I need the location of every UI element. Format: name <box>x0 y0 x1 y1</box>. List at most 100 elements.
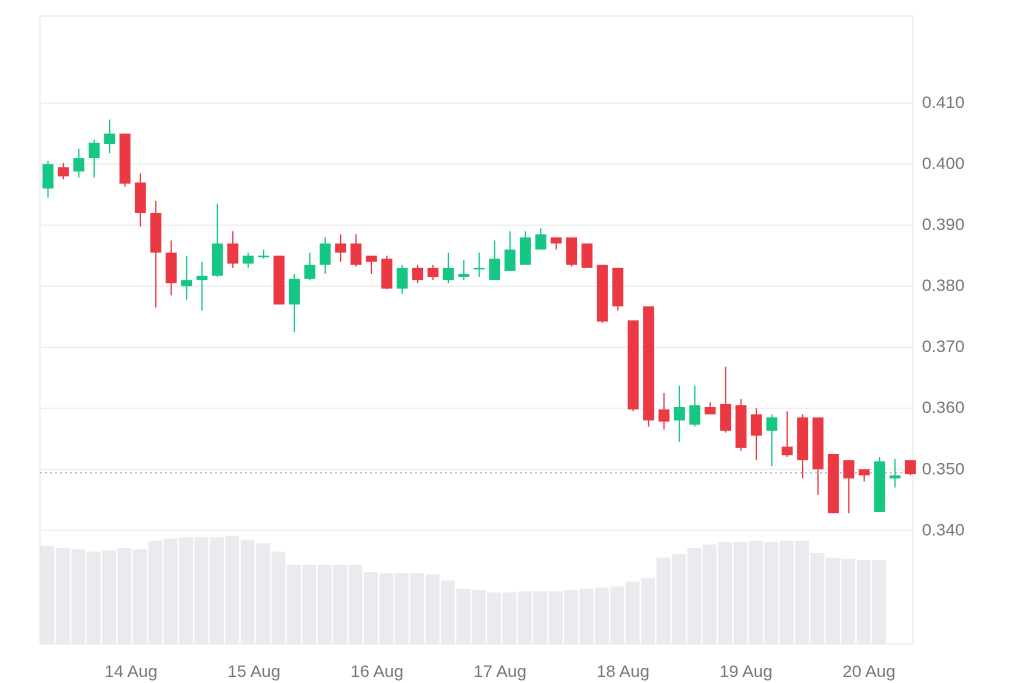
candle-body <box>42 164 54 189</box>
candle-body <box>843 460 855 479</box>
volume-bars <box>40 536 886 644</box>
x-tick-label: 14 Aug <box>105 662 158 681</box>
y-tick-label: 0.400 <box>922 154 965 173</box>
candle-body <box>181 280 193 287</box>
candle-body <box>88 142 100 159</box>
candle-body <box>812 417 824 470</box>
candle-body <box>643 306 655 421</box>
x-tick-label: 18 Aug <box>597 662 650 681</box>
candle-body <box>581 243 593 268</box>
volume-bar <box>579 588 594 644</box>
candle-body <box>519 237 531 265</box>
volume-bar <box>117 548 132 644</box>
volume-bar <box>795 540 809 644</box>
volume-bar <box>394 573 409 644</box>
volume-bar <box>440 580 455 644</box>
volume-bar <box>856 560 871 644</box>
y-tick-label: 0.410 <box>922 93 965 112</box>
candle-body <box>827 453 839 514</box>
candle-body <box>797 417 809 461</box>
volume-bar <box>225 536 240 644</box>
y-tick-label: 0.370 <box>922 337 965 356</box>
candle-body <box>550 237 562 244</box>
x-tick-label: 19 Aug <box>720 662 773 681</box>
volume-bar <box>502 592 517 644</box>
volume-bar <box>425 574 440 644</box>
volume-bar <box>55 548 70 644</box>
volume-bar <box>625 581 640 644</box>
candle-body <box>211 243 223 276</box>
volume-bar <box>810 552 825 644</box>
volume-bar <box>40 545 55 644</box>
volume-bar <box>671 554 686 644</box>
candle-body <box>396 267 408 289</box>
candle-body <box>273 255 285 305</box>
volume-bar <box>317 564 332 644</box>
volume-bar <box>333 564 347 644</box>
candle-body <box>427 267 439 278</box>
candle-body <box>412 267 424 281</box>
candle-body <box>165 252 177 284</box>
candle-body <box>442 267 454 281</box>
volume-bar <box>594 587 609 644</box>
candle-body <box>781 446 793 456</box>
candle-body <box>874 461 886 512</box>
candle-body <box>535 234 547 250</box>
volume-bar <box>348 564 363 644</box>
x-tick-label: 16 Aug <box>351 662 404 681</box>
volume-bar <box>733 542 748 644</box>
volume-bar <box>841 558 856 644</box>
candle-body <box>458 273 470 278</box>
x-tick-label: 20 Aug <box>843 662 896 681</box>
candle-body <box>473 267 485 270</box>
volume-bar <box>132 549 147 644</box>
candle-body <box>304 264 316 279</box>
candle-body <box>612 267 624 307</box>
y-tick-label: 0.340 <box>922 520 965 539</box>
volume-bar <box>286 564 301 644</box>
candlesticks <box>42 119 916 514</box>
volume-bar <box>163 538 178 644</box>
volume-bar <box>564 590 578 644</box>
volume-bar <box>641 578 655 644</box>
volume-bar <box>86 551 101 644</box>
volume-bar <box>872 560 886 644</box>
volume-bar <box>610 586 625 644</box>
y-tick-label: 0.360 <box>922 398 965 417</box>
y-axis-labels: 0.410 0.400 0.390 0.380 0.370 0.360 0.350 0.340 <box>922 93 965 539</box>
candle-body <box>750 414 762 436</box>
candle-body <box>673 407 685 421</box>
volume-bar <box>764 542 779 644</box>
candle-body <box>689 405 701 425</box>
volume-bar <box>363 572 378 644</box>
volume-bar <box>179 537 193 644</box>
candle-body <box>735 405 747 448</box>
volume-bar <box>456 588 471 644</box>
candle-body <box>904 460 916 475</box>
candle-body <box>134 182 146 213</box>
volume-bar <box>471 590 486 644</box>
volume-bar <box>194 537 209 644</box>
candle-body <box>858 469 870 476</box>
volume-bar <box>71 549 86 644</box>
volume-bar <box>302 564 317 644</box>
candle-body <box>150 212 162 253</box>
volume-bar <box>379 573 394 644</box>
grid-lines <box>40 102 913 531</box>
y-tick-label: 0.350 <box>922 459 965 478</box>
candle-body <box>658 409 670 422</box>
volume-bar <box>102 550 116 644</box>
volume-bar <box>748 540 763 644</box>
candle-body <box>57 167 69 177</box>
candle-body <box>73 158 85 172</box>
volume-bar <box>517 591 532 644</box>
volume-bar <box>825 557 840 644</box>
y-tick-label: 0.380 <box>922 276 965 295</box>
volume-bar <box>548 591 563 644</box>
candle-body <box>104 133 116 145</box>
volume-bar <box>148 540 163 644</box>
volume-bar <box>779 540 794 644</box>
x-tick-label: 17 Aug <box>474 662 527 681</box>
volume-bar <box>240 539 255 644</box>
